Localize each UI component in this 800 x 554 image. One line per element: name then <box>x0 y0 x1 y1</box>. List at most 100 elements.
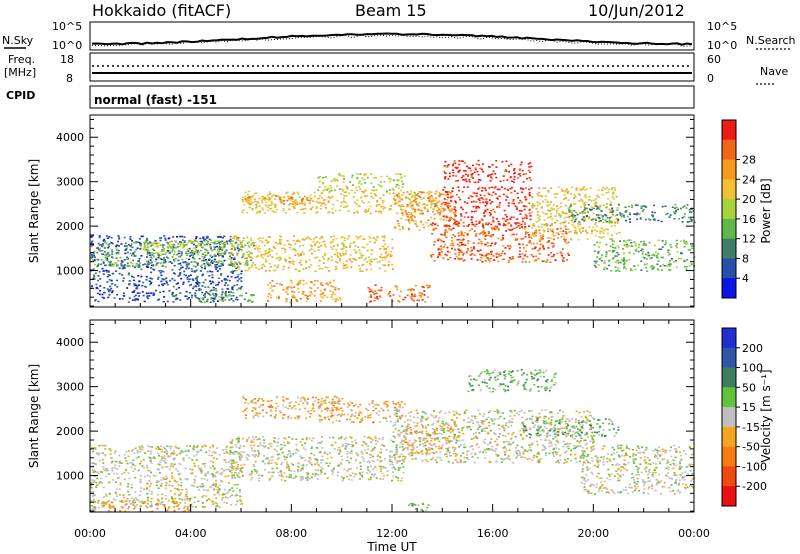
echo-cell <box>477 159 480 162</box>
echo-cell <box>297 283 300 285</box>
echo-cell <box>195 269 198 272</box>
echo-cell <box>521 227 524 229</box>
echo-cell <box>335 268 338 270</box>
echo-cell <box>287 195 290 198</box>
echo-cell <box>464 178 467 180</box>
echo-cell <box>166 300 169 303</box>
echo-cell <box>567 222 570 224</box>
echo-cell <box>236 239 239 241</box>
echo-cell <box>233 249 236 251</box>
echo-cell <box>109 261 112 263</box>
echo-cell <box>300 254 302 257</box>
echo-cell <box>209 301 212 303</box>
echo-cell <box>611 211 613 213</box>
echo-cell <box>658 248 661 250</box>
echo-cell <box>547 209 550 212</box>
echo-cell <box>676 243 678 245</box>
echo-cell <box>145 241 148 244</box>
echo-cell <box>439 238 442 241</box>
echo-cell <box>139 448 142 450</box>
echo-cell <box>341 190 344 192</box>
echo-cell <box>144 501 146 503</box>
echo-cell <box>415 197 418 200</box>
echo-cell <box>501 250 504 253</box>
echo-cell <box>292 201 294 203</box>
echo-cell <box>593 229 596 231</box>
echo-cell <box>570 213 573 216</box>
echo-cell <box>206 262 209 264</box>
echo-cell <box>605 203 608 205</box>
echo-cell <box>108 481 111 484</box>
echo-cell <box>344 267 347 269</box>
echo-cell <box>159 291 162 294</box>
echo-cell <box>584 201 587 204</box>
echo-cell <box>538 191 541 194</box>
echo-cell <box>102 260 105 263</box>
echo-cell <box>340 254 343 257</box>
echo-cell <box>487 252 490 255</box>
echo-cell <box>675 266 678 269</box>
echo-cell <box>446 166 449 168</box>
echo-cell <box>603 260 606 262</box>
echo-cell <box>148 242 151 245</box>
echo-cell <box>162 457 165 459</box>
echo-cell <box>234 248 237 250</box>
echo-cell <box>549 201 552 204</box>
echo-cell <box>159 445 162 448</box>
echo-cell <box>588 195 591 198</box>
echo-cell <box>187 449 190 451</box>
echo-cell <box>674 203 677 206</box>
echo-cell <box>164 462 167 464</box>
echo-cell <box>380 289 383 292</box>
echo-cell <box>679 207 682 210</box>
echo-cell <box>670 246 673 248</box>
echo-cell <box>690 211 693 214</box>
echo-cell <box>596 194 599 197</box>
echo-cell <box>552 231 555 234</box>
echo-cell <box>313 294 316 297</box>
echo-cell <box>370 195 373 198</box>
echo-cell <box>592 212 595 215</box>
echo-cell <box>204 474 207 477</box>
echo-cell <box>301 438 304 441</box>
echo-cell <box>120 500 123 503</box>
echo-cell <box>502 222 505 225</box>
echo-cell <box>662 263 664 266</box>
echo-cell <box>413 295 415 297</box>
echo-cell <box>149 259 152 261</box>
echo-cell <box>541 238 544 241</box>
echo-cell <box>439 218 442 220</box>
echo-cell <box>438 191 441 194</box>
echo-cell <box>364 189 367 191</box>
echo-cell <box>370 260 373 263</box>
echo-cell <box>580 189 583 191</box>
echo-cell <box>261 199 264 202</box>
echo-cell <box>170 496 173 498</box>
echo-cell <box>94 501 97 503</box>
echo-cell <box>598 208 601 211</box>
echo-cell <box>165 252 168 254</box>
echo-cell <box>389 454 391 457</box>
echo-cell <box>259 210 262 213</box>
echo-cell <box>245 456 248 459</box>
echo-cell <box>226 497 229 499</box>
echo-cell <box>191 270 194 273</box>
echo-cell <box>195 289 198 292</box>
echo-cell <box>404 210 407 212</box>
echo-cell <box>143 246 146 249</box>
echo-cell <box>212 299 215 302</box>
echo-cell <box>211 259 214 262</box>
echo-cell <box>506 196 509 199</box>
echo-cell <box>279 200 282 203</box>
echo-cell <box>172 301 175 303</box>
echo-cell <box>451 208 454 210</box>
echo-cell <box>549 261 552 263</box>
echo-cell <box>206 254 208 256</box>
echo-cell <box>625 211 628 213</box>
echo-cell <box>151 254 154 256</box>
echo-cell <box>420 198 423 200</box>
echo-cell <box>636 204 639 207</box>
echo-cell <box>278 239 281 241</box>
power-echo-layer <box>90 159 696 304</box>
echo-cell <box>271 210 274 212</box>
